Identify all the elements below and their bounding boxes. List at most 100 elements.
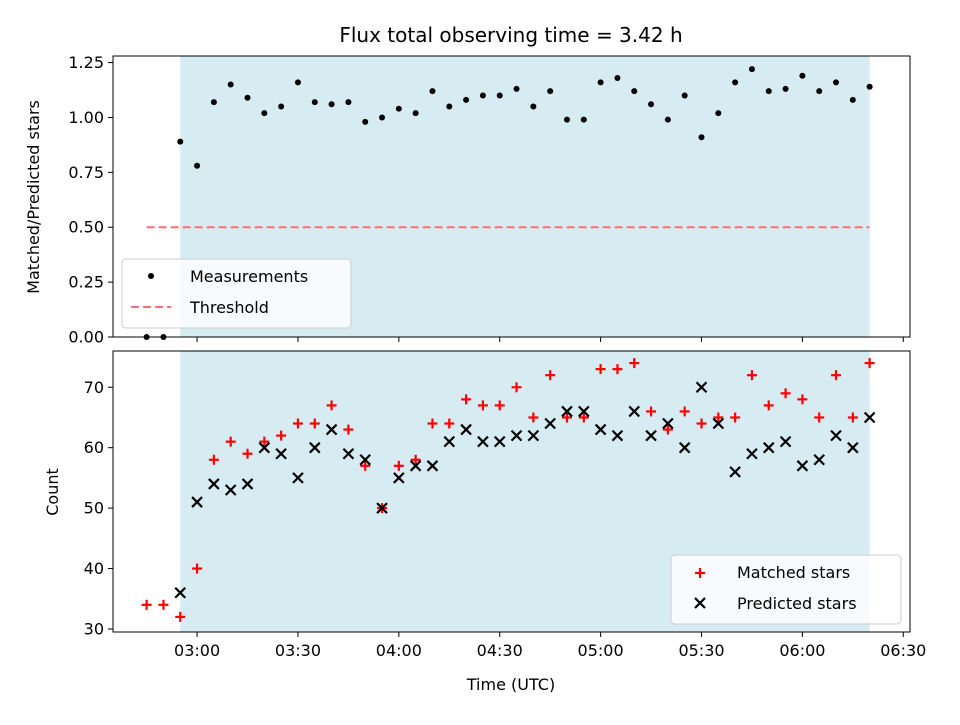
ratio-y-tick-label-1: 0.25: [68, 273, 104, 292]
ratio-measurements-point-24: [547, 88, 554, 95]
ratio-measurements-point-8: [278, 103, 285, 110]
ratio-measurements-point-11: [328, 101, 335, 108]
count-matched-stars-point-13: [360, 460, 371, 471]
ratio-measurements-point-38: [782, 85, 789, 92]
count-matched-stars-point-39: [797, 394, 808, 405]
count-predicted-stars-point-8: [308, 441, 321, 454]
count-x-tick-label-2: 04:00: [376, 641, 422, 660]
count-predicted-stars-point-5: [258, 441, 271, 454]
ratio-measurements-point-35: [732, 79, 739, 86]
ratio-measurements-point-12: [345, 99, 352, 106]
count-predicted-stars-point-3: [224, 484, 237, 496]
count-predicted-stars-point-27: [628, 405, 641, 418]
ratio-measurements-point-34: [715, 110, 722, 117]
count-predicted-stars-point-19: [493, 435, 506, 448]
count-legend-matched-marker: [695, 568, 705, 578]
count-matched-stars-point-36: [746, 370, 757, 381]
ratio-measurements-point-22: [513, 85, 520, 92]
ratio-legend-measurements-label: Measurements: [190, 267, 308, 286]
ratio-measurements-point-43: [866, 83, 873, 90]
ratio-measurements-point-20: [479, 92, 486, 99]
count-y-tick-label-4: 70: [84, 378, 104, 397]
ratio-measurements-point-13: [362, 118, 369, 125]
count-predicted-stars-point-17: [460, 423, 472, 436]
ratio-measurements-point-29: [631, 88, 638, 95]
ratio-measurements-point-21: [496, 92, 503, 99]
count-x-tick-label-5: 05:30: [678, 641, 724, 660]
count-predicted-stars-point-40: [847, 441, 859, 454]
ratio-measurements-point-31: [664, 116, 671, 123]
count-matched-stars-point-28: [612, 364, 623, 375]
ratio-measurements-point-2: [177, 138, 184, 145]
count-predicted-stars-point-37: [796, 460, 809, 472]
ratio-panel-frame: [112, 55, 911, 338]
x-axis-label: Time (UTC): [466, 675, 555, 694]
count-predicted-stars-point-1: [191, 496, 203, 508]
count-predicted-stars-point-25: [594, 423, 607, 436]
count-matched-stars-point-35: [730, 412, 741, 423]
ratio-measurements-point-10: [311, 99, 318, 106]
count-matched-stars-point-19: [461, 394, 472, 405]
count-matched-stars-point-32: [679, 406, 690, 417]
count-matched-stars-point-24: [545, 370, 556, 381]
count-matched-stars-point-25: [561, 412, 572, 423]
count-predicted-stars-point-24: [578, 405, 590, 418]
ratio-measurements-point-23: [530, 103, 537, 110]
count-legend-predicted-label: Predicted stars: [737, 594, 857, 613]
count-predicted-stars-point-29: [662, 417, 674, 430]
count-legend-box: [670, 554, 902, 625]
ratio-measurements-point-33: [698, 134, 705, 141]
count-predicted-stars-point-35: [762, 441, 775, 454]
ratio-y-tick-label-4: 1.00: [68, 108, 104, 127]
count-predicted-stars-point-34: [746, 447, 758, 460]
count-predicted-stars-point-9: [325, 423, 338, 436]
count-x-tick-label-1: 03:30: [275, 641, 321, 660]
count-matched-stars-point-26: [578, 412, 589, 423]
ratio-y-axis-label: Matched/Predicted stars: [24, 100, 43, 294]
count-predicted-stars-point-32: [712, 417, 725, 430]
count-predicted-stars-point-41: [863, 411, 876, 424]
count-matched-stars-point-5: [225, 436, 236, 447]
count-predicted-stars-point-28: [645, 429, 657, 442]
ratio-measurements-point-9: [294, 79, 301, 86]
count-matched-stars-point-17: [427, 418, 438, 429]
count-predicted-stars-point-23: [561, 405, 573, 418]
count-predicted-stars-point-7: [292, 472, 304, 484]
count-matched-stars-point-37: [763, 400, 774, 411]
count-predicted-stars-point-2: [208, 478, 220, 490]
ratio-measurements-point-6: [244, 94, 251, 101]
count-predicted-stars-point-31: [695, 381, 708, 394]
ratio-y-tick-label-5: 1.25: [68, 53, 104, 72]
count-panel: 30 40 50 60 70 03:00 03:30 04:00 04:30 05:00 05:3…: [43, 350, 926, 694]
count-matched-stars-point-1: [158, 599, 169, 610]
count-matched-stars-point-40: [814, 412, 825, 423]
ratio-measurements-point-19: [463, 96, 470, 103]
ratio-legend-box: [121, 258, 352, 329]
count-y-tick-label-1: 40: [84, 559, 104, 578]
ratio-measurements-point-30: [648, 101, 655, 108]
count-matched-stars-point-42: [847, 412, 858, 423]
count-predicted-stars-point-11: [359, 453, 371, 466]
count-matched-stars-point-0: [141, 599, 152, 610]
count-predicted-stars-point-26: [611, 429, 624, 442]
ratio-y-tick-label-3: 0.75: [68, 163, 104, 182]
ratio-measurements-point-17: [429, 88, 436, 95]
count-panel-frame: [112, 350, 911, 633]
ratio-measurements-point-37: [765, 88, 772, 95]
count-y-tick-label-2: 50: [84, 499, 104, 518]
count-matched-stars-point-27: [595, 364, 606, 375]
count-x-tick-label-6: 06:00: [779, 641, 825, 660]
count-predicted-stars-point-4: [241, 478, 254, 490]
count-matched-stars-point-29: [629, 358, 640, 369]
count-predicted-stars-point-22: [544, 417, 556, 430]
count-y-axis-label: Count: [43, 468, 62, 516]
count-x-tick-label-0: 03:00: [174, 641, 220, 660]
count-predicted-stars-point-6: [275, 447, 287, 460]
ratio-y-tick-label-0: 0.00: [68, 328, 104, 347]
ratio-measurements-point-41: [833, 79, 840, 86]
ratio-measurements-point-16: [412, 110, 419, 117]
count-predicted-stars-point-20: [510, 429, 523, 442]
count-predicted-stars-point-12: [376, 502, 388, 514]
ratio-measurements-point-36: [748, 66, 755, 73]
count-matched-stars-point-3: [192, 563, 203, 574]
